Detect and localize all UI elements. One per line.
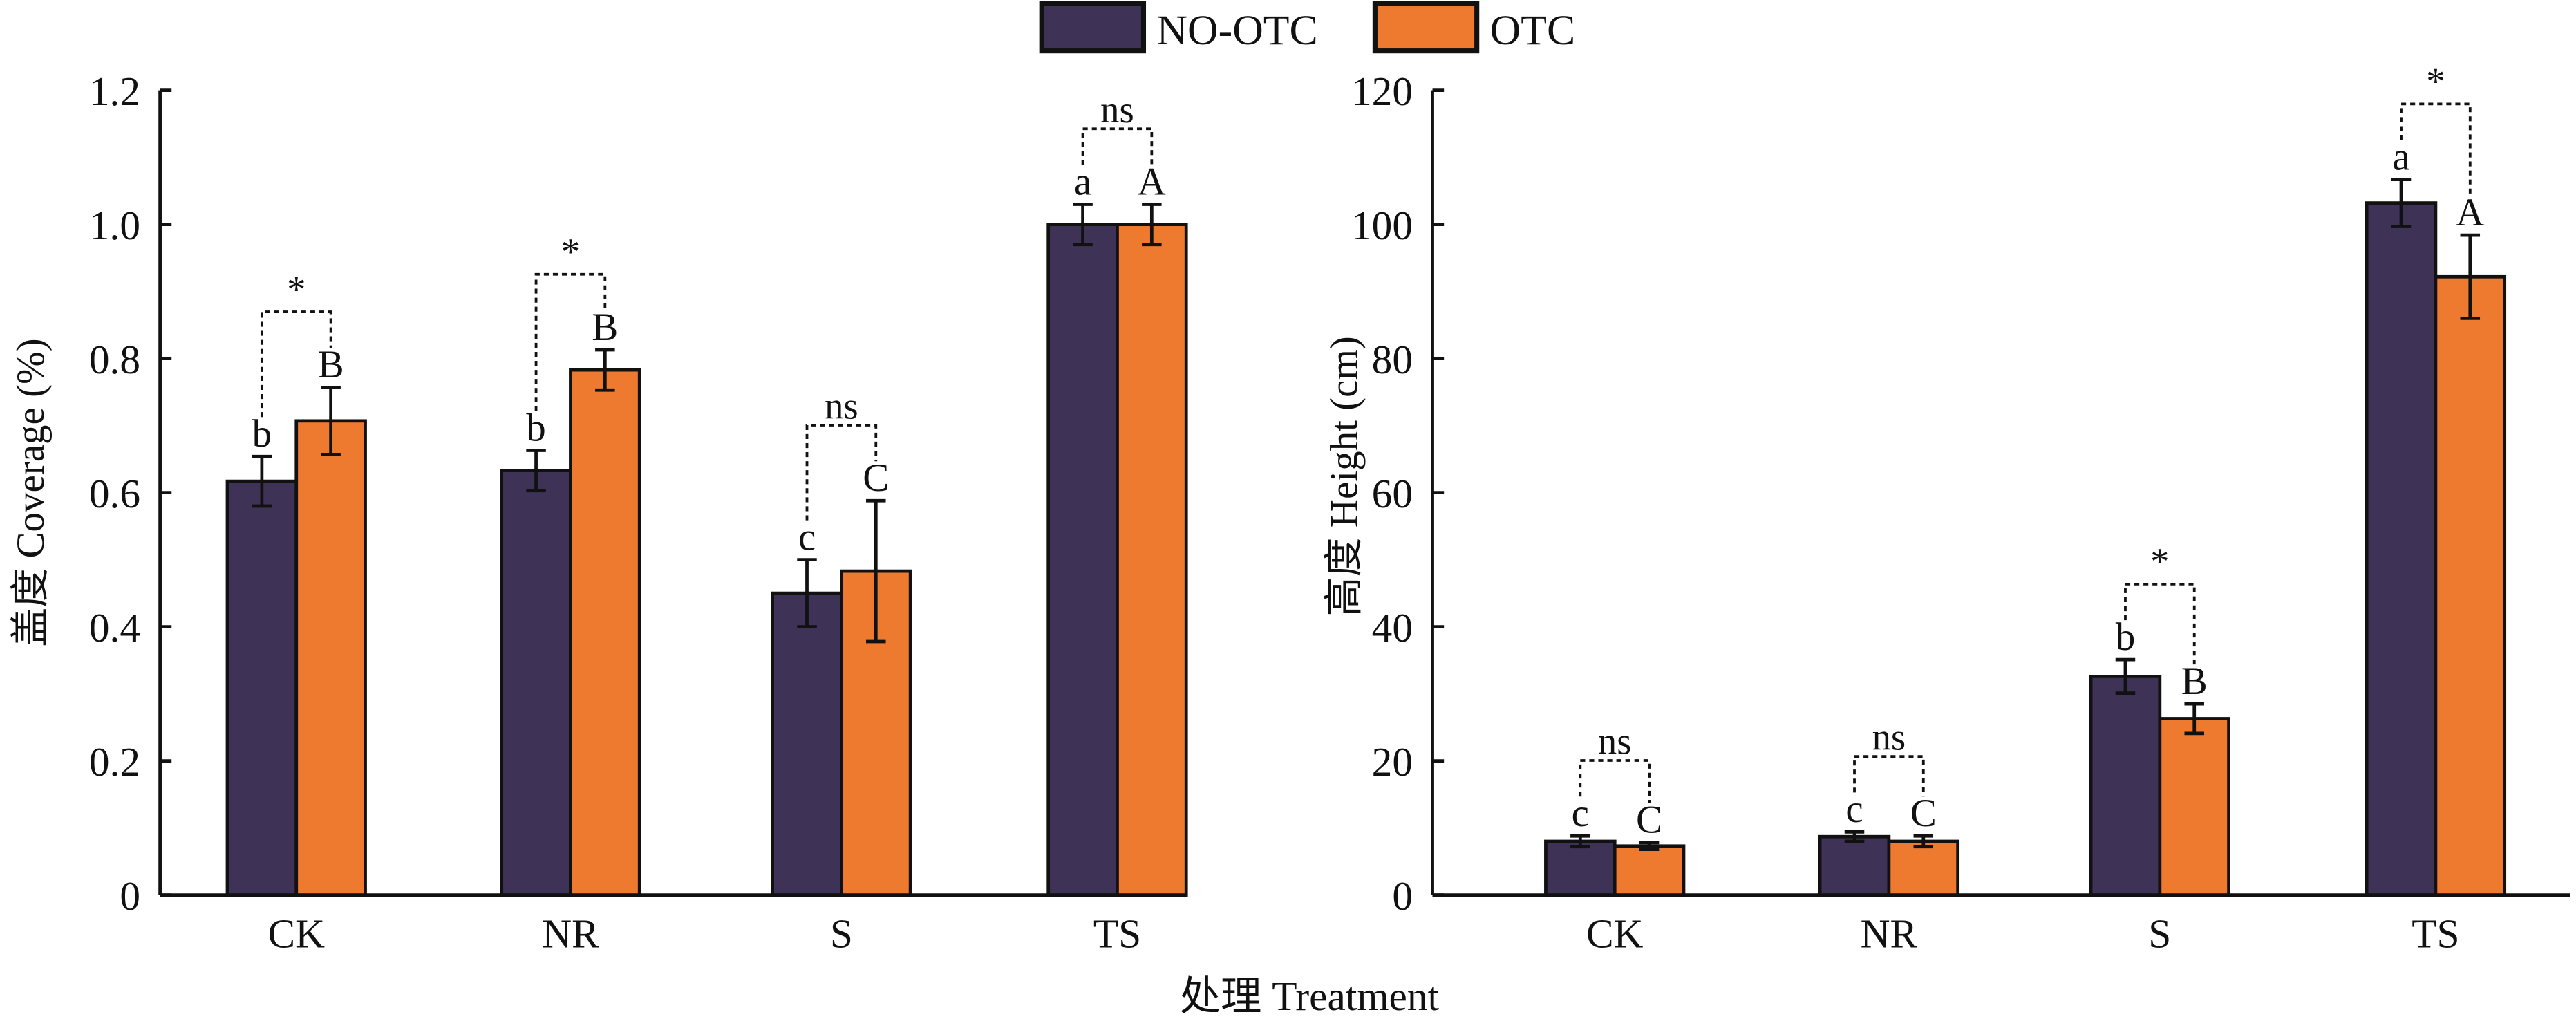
significance-marker: ns <box>825 384 858 427</box>
y-tick-label: 60 <box>1372 471 1413 516</box>
bar-otc-nr <box>569 368 641 897</box>
significance-letter: B <box>318 343 344 386</box>
bar-no-otc-ck <box>225 479 299 897</box>
x-tick-label: CK <box>268 911 326 957</box>
legend-label-no-otc: NO-OTC <box>1156 7 1317 54</box>
y-tick-label: 0.8 <box>89 337 140 382</box>
comparison-bracket <box>260 310 332 418</box>
bar-otc-s <box>840 569 912 897</box>
legend: NO-OTC OTC <box>1039 1 1576 54</box>
y-tick-label: 80 <box>1372 337 1413 382</box>
bar-otc-ck <box>294 419 367 897</box>
significance-letter: C <box>1910 792 1937 835</box>
bar-no-otc-ts <box>1046 223 1119 897</box>
y-tick-label: 40 <box>1372 605 1413 651</box>
comparison-bracket <box>1853 755 1925 797</box>
bar-no-otc-nr <box>1818 834 1891 897</box>
significance-marker: * <box>561 230 580 272</box>
bar-no-otc-nr <box>500 469 572 897</box>
significance-letter: A <box>2456 191 2484 234</box>
significance-letter: b <box>2116 615 2136 659</box>
significance-letter: b <box>252 412 272 456</box>
significance-marker: ns <box>1872 716 1906 758</box>
bar-otc-ck <box>1613 844 1686 897</box>
y-tick-label: 120 <box>1351 68 1413 114</box>
y-tick-label: 1.0 <box>89 203 140 248</box>
bar-no-otc-ts <box>2365 201 2438 897</box>
significance-letter: A <box>1138 160 1166 203</box>
bar-otc-ts <box>2434 274 2507 897</box>
bar-otc-nr <box>1887 839 1960 897</box>
significance-letter: c <box>1845 787 1863 831</box>
significance-marker: ns <box>1100 88 1134 131</box>
y-tick-label: 0 <box>120 873 140 919</box>
y-tick-label: 0.6 <box>89 471 140 516</box>
y-tick-label: 20 <box>1372 739 1413 785</box>
comparison-bracket <box>2124 582 2196 665</box>
y-tick-label: 1.2 <box>89 68 140 114</box>
significance-letter: c <box>798 515 816 559</box>
comparison-bracket <box>805 424 878 521</box>
significance-letter: c <box>1572 792 1589 835</box>
y-axis-label: 盖度 Coverage (%) <box>9 338 53 646</box>
bar-no-otc-s <box>2089 675 2162 897</box>
y-tick-label: 0.4 <box>89 605 140 651</box>
significance-letter: C <box>863 456 889 500</box>
significance-marker: * <box>287 268 305 310</box>
y-axis-label: 高度 Height (cm) <box>1322 336 1366 616</box>
bar-otc-s <box>2158 717 2230 897</box>
x-tick-label: S <box>2148 911 2171 957</box>
significance-marker: * <box>2150 541 2169 583</box>
significance-letter: C <box>1636 798 1662 842</box>
significance-letter: a <box>1074 160 1091 203</box>
y-tick-label: 0.2 <box>89 739 140 785</box>
bar-no-otc-s <box>771 591 843 897</box>
x-tick-label: NR <box>542 911 599 957</box>
comparison-bracket <box>2400 102 2472 196</box>
x-tick-label: TS <box>1093 911 1141 957</box>
y-tick-label: 100 <box>1351 203 1413 248</box>
bar-no-otc-ck <box>1544 839 1617 897</box>
bar-otc-ts <box>1116 223 1188 897</box>
x-tick-label: S <box>830 911 853 957</box>
significance-letter: b <box>526 406 546 449</box>
comparison-bracket <box>1579 759 1651 803</box>
legend-swatch-no-otc <box>1039 1 1147 54</box>
x-tick-label: CK <box>1586 911 1644 957</box>
x-tick-label: TS <box>2412 911 2459 957</box>
x-axis-label: 处理 Treatment <box>1180 973 1440 1019</box>
significance-letter: a <box>2392 135 2409 178</box>
significance-marker: ns <box>1598 720 1632 762</box>
significance-letter: B <box>2181 660 2208 703</box>
legend-label-otc: OTC <box>1490 7 1576 54</box>
y-tick-label: 0 <box>1392 873 1413 919</box>
height-chart: 高度 Height (cm) 0 20 40 60 80 100 120 CK c Cns NR c C… <box>1322 60 2570 957</box>
legend-swatch-otc <box>1372 1 1480 54</box>
coverage-chart: 盖度 Coverage (%) 0 0.2 0.4 0.6 0.8 1.0 1.2 CK b B *… <box>9 68 1188 957</box>
x-tick-label: NR <box>1861 911 1918 957</box>
significance-letter: B <box>592 306 618 349</box>
significance-marker: * <box>2426 60 2445 102</box>
